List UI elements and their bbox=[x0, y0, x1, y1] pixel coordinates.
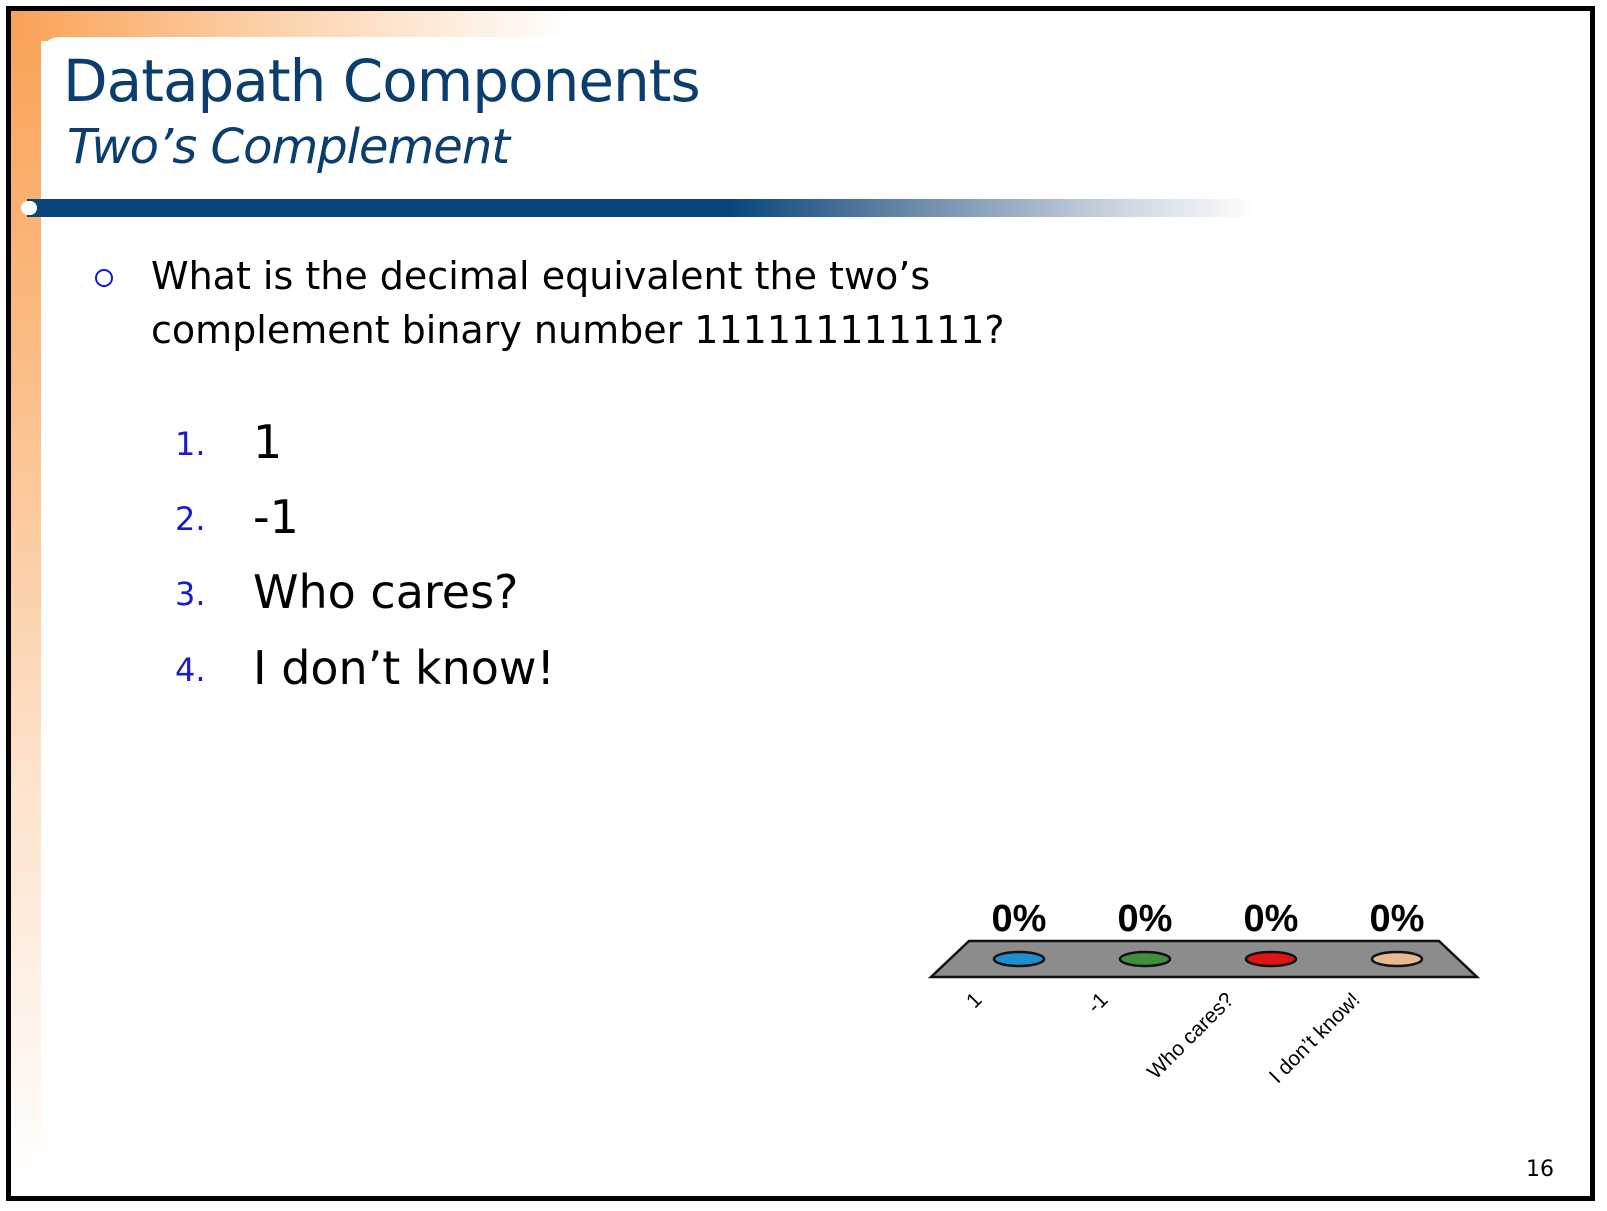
chart-category-label: 1 bbox=[962, 988, 987, 1013]
option-number: 1. bbox=[175, 425, 206, 463]
title-divider-cap bbox=[21, 201, 37, 215]
chart-value-label: 0% bbox=[992, 898, 1047, 940]
chart-bar-base bbox=[1118, 950, 1172, 968]
answer-option[interactable]: 2. -1 bbox=[11, 478, 711, 548]
page-number: 16 bbox=[1526, 1157, 1554, 1182]
top-accent-glow bbox=[11, 11, 571, 41]
chart-bar-base bbox=[1370, 950, 1424, 968]
option-label: I don’t know! bbox=[253, 641, 555, 695]
poll-results-chart: 0% 1 0% -1 0% Who cares? 0% I don’t know! bbox=[927, 898, 1481, 1088]
option-label: Who cares? bbox=[253, 565, 519, 619]
slide-title: Datapath Components bbox=[63, 47, 701, 115]
answer-option[interactable]: 3. Who cares? bbox=[11, 553, 711, 623]
chart-bar-base bbox=[1244, 950, 1298, 968]
option-number: 2. bbox=[175, 500, 206, 538]
chart-value-label: 0% bbox=[1118, 898, 1173, 940]
slide: Datapath Components Two’s Complement Wha… bbox=[6, 6, 1595, 1201]
title-divider bbox=[27, 199, 1257, 217]
answer-option[interactable]: 1. 1 bbox=[11, 403, 711, 473]
chart-category-label: -1 bbox=[1083, 988, 1112, 1017]
option-label: -1 bbox=[253, 490, 299, 544]
chart-platform bbox=[927, 939, 1481, 979]
chart-value-label: 0% bbox=[1244, 898, 1299, 940]
slide-subtitle: Two’s Complement bbox=[67, 119, 510, 175]
option-label: 1 bbox=[253, 415, 283, 469]
bullet-circle-icon bbox=[95, 269, 113, 287]
answer-option[interactable]: 4. I don’t know! bbox=[11, 629, 711, 699]
question-text: What is the decimal equivalent the two’s… bbox=[151, 254, 1005, 352]
option-number: 3. bbox=[175, 575, 206, 613]
chart-category-label: Who cares? bbox=[1143, 988, 1238, 1083]
chart-bar-base bbox=[992, 950, 1046, 968]
chart-value-label: 0% bbox=[1370, 898, 1425, 940]
option-number: 4. bbox=[175, 651, 206, 689]
chart-category-label: I don’t know! bbox=[1265, 988, 1365, 1088]
